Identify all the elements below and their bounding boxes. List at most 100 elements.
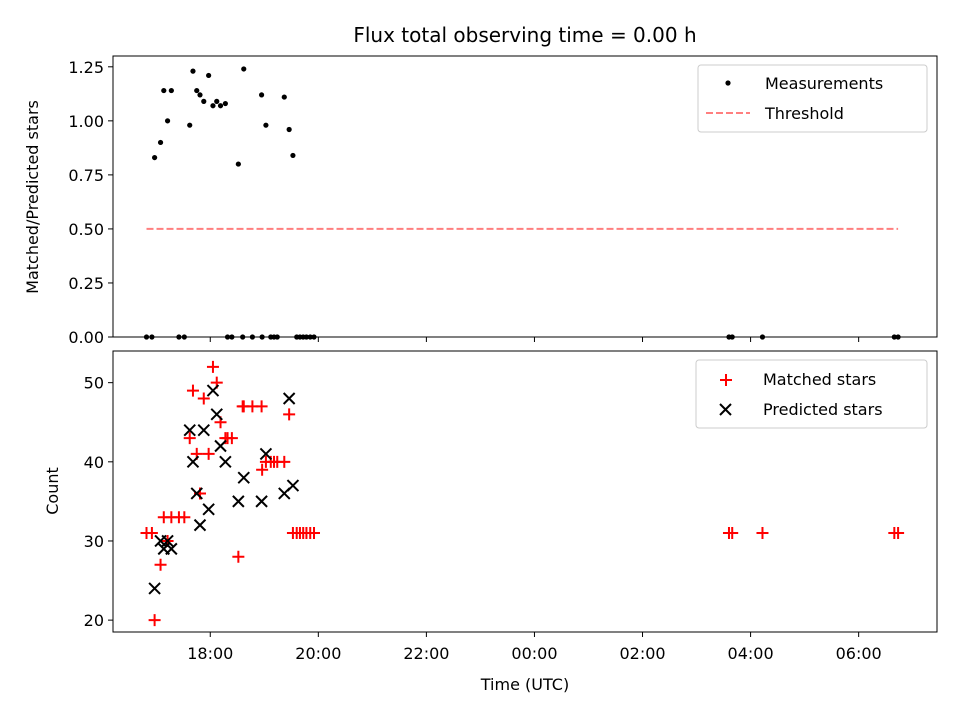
bottom-x-tick-label: 18:00 xyxy=(187,644,233,663)
measurements-point xyxy=(152,154,158,161)
predicted-stars-point xyxy=(183,423,196,437)
predicted-stars-point xyxy=(186,455,200,469)
predicted-stars-point xyxy=(210,408,223,421)
bottom-panel: 20 30 40 50 18:00 20:00 22:00 00:00 02:00 04:00 06… xyxy=(43,350,938,694)
predicted-stars-point xyxy=(237,471,250,484)
measurements-point xyxy=(214,98,220,104)
top-y-axis-label: Matched/Predicted stars xyxy=(23,100,42,294)
bottom-axes-frame xyxy=(112,350,938,633)
bottom-x-tick-label: 06:00 xyxy=(836,644,882,663)
legend-marker-matched-stars xyxy=(720,374,732,386)
predicted-stars-point xyxy=(190,487,203,500)
predicted-stars-point xyxy=(202,503,215,516)
matched-stars-point xyxy=(206,360,219,373)
predicted-stars-point xyxy=(161,534,174,548)
predicted-stars-point xyxy=(232,495,245,508)
measurements-point xyxy=(258,92,265,98)
predicted-stars-point xyxy=(206,384,220,397)
measurements-point xyxy=(190,68,196,74)
measurements-point xyxy=(164,118,171,124)
top-y-tick-label: 1.25 xyxy=(68,58,104,77)
x-axis-label: Time (UTC) xyxy=(480,675,569,694)
bottom-y-tick-label: 50 xyxy=(84,374,104,393)
bottom-legend-box xyxy=(695,359,928,429)
matched-stars-point xyxy=(756,527,769,540)
legend-label-threshold: Threshold xyxy=(764,104,844,123)
matched-stars-point xyxy=(183,432,196,445)
matched-stars-point xyxy=(186,384,199,397)
top-y-tick-label: 1.00 xyxy=(68,112,104,131)
top-panel: 0.00 0.25 0.50 0.75 1.00 1.25 Matched/Predict… xyxy=(23,55,938,347)
legend-label-matched-stars: Matched stars xyxy=(763,370,876,389)
top-y-tick-label: 0.75 xyxy=(68,166,104,185)
top-y-tick-label: 0.00 xyxy=(68,328,104,347)
matched-stars-point xyxy=(892,527,905,540)
measurements-point xyxy=(241,66,247,72)
measurements-point xyxy=(197,92,203,98)
measurements-point xyxy=(210,103,216,109)
predicted-stars-point xyxy=(193,518,207,532)
predicted-stars-point xyxy=(255,495,268,508)
matched-stars-point xyxy=(154,558,167,571)
matched-stars-point xyxy=(202,447,215,460)
matched-stars-point xyxy=(283,408,296,421)
measurements-point xyxy=(290,152,296,159)
predicted-stars-point xyxy=(148,582,161,595)
measurements-point xyxy=(187,122,193,128)
matched-stars-point xyxy=(256,463,269,476)
top-y-tick-label: 0.25 xyxy=(68,274,104,293)
bottom-data-marks xyxy=(140,360,905,627)
legend-label-measurements: Measurements xyxy=(765,74,883,93)
predicted-stars-point xyxy=(165,542,178,556)
matched-stars-point xyxy=(148,614,161,627)
measurements-point xyxy=(263,122,269,128)
bottom-x-tick-label: 22:00 xyxy=(403,644,449,663)
matched-stars-point xyxy=(278,455,291,468)
matched-stars-point xyxy=(726,527,739,540)
measurements-point xyxy=(161,87,167,94)
matched-stars-point xyxy=(178,511,191,524)
bottom-y-tick-label: 20 xyxy=(84,611,104,630)
measurements-point xyxy=(235,161,241,167)
predicted-stars-point xyxy=(214,439,227,453)
bottom-y-axis-label: Count xyxy=(43,467,62,515)
matched-stars-point xyxy=(255,400,268,413)
measurements-point xyxy=(222,100,228,107)
matched-stars-point xyxy=(232,550,245,563)
matched-stars-point xyxy=(308,527,321,540)
measurements-point xyxy=(194,87,200,94)
top-ticks: 0.00 0.25 0.50 0.75 1.00 1.25 xyxy=(68,58,860,347)
measurements-point xyxy=(157,139,164,146)
predicted-stars-point xyxy=(219,455,232,469)
matched-stars-point xyxy=(145,527,158,540)
predicted-stars-point xyxy=(282,392,296,405)
chart-title: Flux total observing time = 0.00 h xyxy=(353,23,696,47)
bottom-x-tick-label: 20:00 xyxy=(295,644,341,663)
bottom-ticks: 20 30 40 50 18:00 20:00 22:00 00:00 02:00 04:00 06… xyxy=(84,374,882,663)
bottom-x-tick-label: 04:00 xyxy=(728,644,774,663)
predicted-stars-point xyxy=(259,447,273,461)
top-legend-box xyxy=(697,64,928,133)
bottom-legend: Matched stars Predicted stars xyxy=(695,359,928,429)
top-y-tick-label: 0.50 xyxy=(68,220,104,239)
legend-label-predicted-stars: Predicted stars xyxy=(763,400,883,419)
legend-marker-predicted-stars xyxy=(719,403,732,416)
measurements-point xyxy=(286,126,292,133)
measurements-point xyxy=(217,103,224,109)
legend-marker-measurements xyxy=(725,80,731,86)
measurements-point xyxy=(206,72,212,79)
bottom-x-tick-label: 02:00 xyxy=(619,644,665,663)
measurements-point xyxy=(168,87,174,94)
measurements-point xyxy=(201,98,207,104)
measurements-point xyxy=(281,94,287,100)
matched-stars-point xyxy=(197,392,210,405)
bottom-x-tick-label: 00:00 xyxy=(511,644,557,663)
bottom-y-tick-label: 30 xyxy=(84,532,104,551)
top-axes-frame xyxy=(112,55,938,338)
matched-stars-point xyxy=(225,432,238,445)
bottom-y-tick-label: 40 xyxy=(84,453,104,472)
top-legend: Measurements Threshold xyxy=(697,64,928,133)
predicted-stars-point xyxy=(286,479,300,492)
predicted-stars-point xyxy=(197,423,210,437)
